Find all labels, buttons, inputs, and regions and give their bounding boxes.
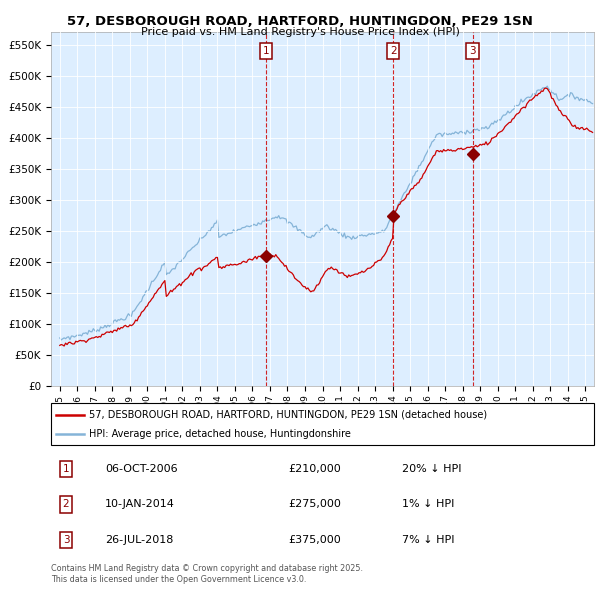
Text: 1% ↓ HPI: 1% ↓ HPI — [402, 500, 454, 509]
Text: 06-OCT-2006: 06-OCT-2006 — [105, 464, 178, 474]
Text: 1: 1 — [62, 464, 70, 474]
FancyBboxPatch shape — [51, 403, 594, 445]
Text: 26-JUL-2018: 26-JUL-2018 — [105, 535, 173, 545]
Text: 2: 2 — [62, 500, 70, 509]
Text: 3: 3 — [62, 535, 70, 545]
Text: HPI: Average price, detached house, Huntingdonshire: HPI: Average price, detached house, Hunt… — [89, 428, 351, 438]
Text: £210,000: £210,000 — [288, 464, 341, 474]
Text: 7% ↓ HPI: 7% ↓ HPI — [402, 535, 455, 545]
Text: This data is licensed under the Open Government Licence v3.0.: This data is licensed under the Open Gov… — [51, 575, 307, 584]
Text: 3: 3 — [469, 46, 476, 56]
Text: 20% ↓ HPI: 20% ↓ HPI — [402, 464, 461, 474]
Text: Price paid vs. HM Land Registry's House Price Index (HPI): Price paid vs. HM Land Registry's House … — [140, 27, 460, 37]
Text: 57, DESBOROUGH ROAD, HARTFORD, HUNTINGDON, PE29 1SN (detached house): 57, DESBOROUGH ROAD, HARTFORD, HUNTINGDO… — [89, 410, 487, 420]
Text: 2: 2 — [390, 46, 397, 56]
Text: 57, DESBOROUGH ROAD, HARTFORD, HUNTINGDON, PE29 1SN: 57, DESBOROUGH ROAD, HARTFORD, HUNTINGDO… — [67, 15, 533, 28]
Text: Contains HM Land Registry data © Crown copyright and database right 2025.: Contains HM Land Registry data © Crown c… — [51, 565, 363, 573]
Text: £275,000: £275,000 — [288, 500, 341, 509]
Text: 1: 1 — [263, 46, 269, 56]
Text: 10-JAN-2014: 10-JAN-2014 — [105, 500, 175, 509]
Text: £375,000: £375,000 — [288, 535, 341, 545]
